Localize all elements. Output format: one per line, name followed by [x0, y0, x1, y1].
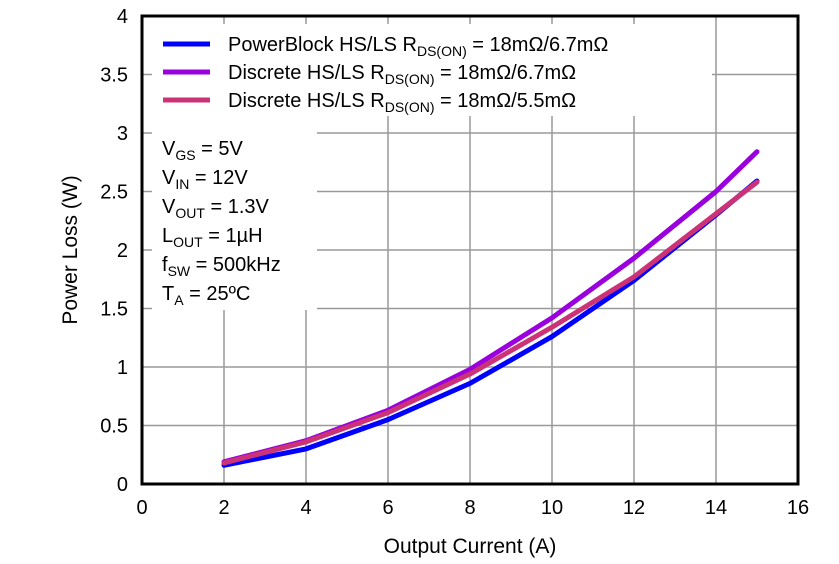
x-tick-label: 10 [541, 497, 563, 519]
y-tick-label: 4 [117, 6, 128, 28]
y-tick-label: 3 [117, 123, 128, 145]
x-tick-label: 6 [382, 497, 393, 519]
y-tick-label: 2.5 [100, 182, 128, 204]
x-tick-label: 12 [623, 497, 645, 519]
y-tick-label: 1.5 [100, 299, 128, 321]
annotation-line: VGS = 5V [162, 138, 243, 163]
y-tick-label: 0 [117, 474, 128, 496]
y-tick-label: 1 [117, 357, 128, 379]
x-tick-label: 4 [300, 497, 311, 519]
x-tick-label: 14 [705, 497, 727, 519]
legend: PowerBlock HS/LS RDS(ON) = 18mΩ/6.7mΩDis… [163, 34, 608, 115]
x-tick-label: 16 [787, 497, 809, 519]
y-axis-label: Power Loss (W) [59, 175, 82, 324]
x-tick-label: 8 [464, 497, 475, 519]
y-tick-label: 0.5 [100, 416, 128, 438]
x-tick-label: 2 [218, 497, 229, 519]
annotation-line: VIN = 12V [162, 167, 248, 192]
x-axis-label: Output Current (A) [384, 535, 557, 558]
x-tick-label: 0 [136, 497, 147, 519]
y-tick-label: 3.5 [100, 65, 128, 87]
y-tick-label: 2 [117, 240, 128, 262]
